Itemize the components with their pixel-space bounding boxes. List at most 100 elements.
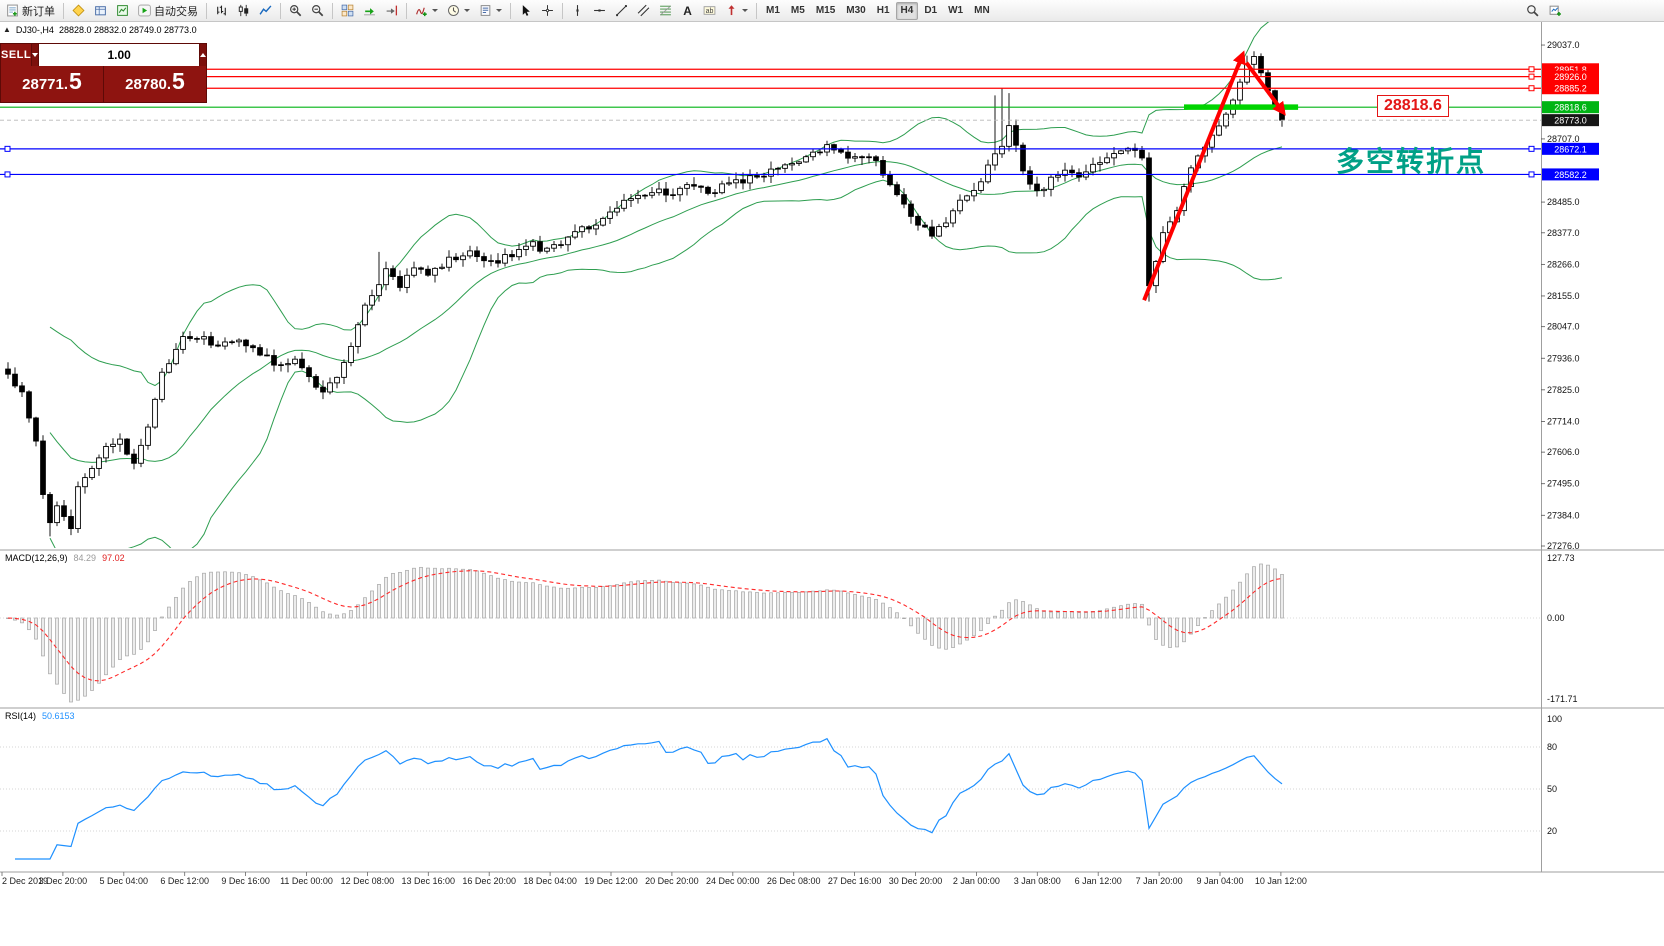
bollinger-middle-band — [49, 146, 1283, 463]
add-chart-button[interactable] — [1545, 1, 1566, 21]
candlestick-chart-button[interactable] — [233, 1, 254, 21]
crosshair-icon — [541, 4, 554, 17]
cursor-button[interactable] — [515, 1, 536, 21]
trend-arrow-object[interactable] — [1142, 50, 1246, 301]
price-axis-label: 27606.0 — [1547, 447, 1580, 457]
fibonacci-button[interactable] — [655, 1, 676, 21]
line-handle[interactable] — [1528, 66, 1535, 73]
bar-chart-button[interactable] — [211, 1, 232, 21]
indicators-button[interactable] — [411, 1, 442, 21]
line-chart-button[interactable] — [255, 1, 276, 21]
zoom-out-icon — [311, 4, 324, 17]
buy-button[interactable]: BUY — [207, 49, 232, 61]
time-axis-label: 9 Jan 04:00 — [1196, 876, 1243, 886]
chart-shift-button[interactable] — [381, 1, 402, 21]
auto-scroll-button[interactable] — [359, 1, 380, 21]
periods-button[interactable] — [443, 1, 474, 21]
timeframe-h4-button[interactable]: H4 — [895, 1, 919, 20]
trendline-button[interactable] — [611, 1, 632, 21]
time-axis-label: 9 Dec 16:00 — [221, 876, 270, 886]
price-axis[interactable]: 29037.0 28707.0 28485.0 28377.0 28266.0 28155… — [1541, 40, 1599, 836]
sell-price[interactable]: 28771. 5 — [1, 66, 103, 102]
timeframe-m1-button[interactable]: M1 — [766, 5, 780, 16]
main-chart-panel[interactable] — [0, 16, 1541, 576]
rsi-panel[interactable] — [0, 737, 1541, 860]
sell-button[interactable]: SELL — [1, 49, 32, 61]
line-handle[interactable] — [1528, 73, 1535, 80]
text-button[interactable]: A — [677, 1, 698, 21]
time-axis-label: 3 Dec 20:00 — [39, 876, 88, 886]
zoom-out-button[interactable] — [307, 1, 328, 21]
data-window-icon — [94, 4, 107, 17]
line-handle[interactable] — [1528, 171, 1535, 178]
text-label-icon: ab — [703, 4, 716, 17]
price-axis-label: 27384.0 — [1547, 510, 1580, 520]
trend-arrow-object[interactable] — [1244, 61, 1286, 116]
price-axis-label: 27936.0 — [1547, 353, 1580, 363]
sell-price-main: 28771. — [22, 76, 69, 93]
new-order-label: 新订单 — [22, 5, 55, 18]
time-axis-label: 2 Jan 00:00 — [953, 876, 1000, 886]
timeframe-m5-button[interactable]: M5 — [790, 5, 805, 16]
macd-indicator-label: MACD(12,26,9) 84.29 97.02 — [5, 553, 125, 563]
indicators-caret-icon — [432, 9, 438, 12]
volume-increase-button[interactable] — [199, 44, 208, 66]
line-handle[interactable] — [1528, 145, 1535, 152]
search-button[interactable] — [1522, 1, 1543, 21]
text-icon: A — [681, 4, 694, 17]
metaeditor-button[interactable] — [68, 1, 89, 21]
buy-price[interactable]: 28780. 5 — [104, 66, 206, 102]
data-window-button[interactable] — [90, 1, 111, 21]
volume-decrease-button[interactable] — [31, 44, 40, 66]
timeframe-m15-button[interactable]: M15 — [815, 5, 836, 16]
timeframe-w1-button[interactable]: W1 — [948, 5, 964, 16]
time-axis-label: 27 Dec 16:00 — [828, 876, 882, 886]
horizontal-line-button[interactable] — [589, 1, 610, 21]
new-order-button[interactable]: 新订单 — [2, 1, 59, 21]
market-watch-button[interactable] — [112, 1, 133, 21]
timeframe-h1-button[interactable]: H1 — [876, 5, 890, 16]
line-handle[interactable] — [4, 171, 11, 178]
vertical-line-button[interactable] — [567, 1, 588, 21]
tile-windows-button[interactable] — [337, 1, 358, 21]
time-axis-label: 10 Jan 12:00 — [1255, 876, 1307, 886]
line-handle[interactable] — [4, 145, 11, 152]
line-handle[interactable] — [1528, 85, 1535, 92]
templates-icon — [479, 4, 492, 17]
time-axis-label: 5 Dec 04:00 — [100, 876, 149, 886]
crosshair-button[interactable] — [537, 1, 558, 21]
one-click-collapse-icon[interactable]: ▲ — [3, 25, 11, 34]
turning-point-text[interactable]: 多空转折点 — [1336, 146, 1487, 177]
equidistant-channel-button[interactable] — [633, 1, 654, 21]
svg-text:28926.0: 28926.0 — [1554, 72, 1587, 82]
rsi-indicator-label: RSI(14) 50.6153 — [5, 711, 75, 721]
macd-panel[interactable] — [0, 563, 1541, 703]
zoom-in-button[interactable] — [285, 1, 306, 21]
price-tag[interactable]: 28818.6 — [1377, 95, 1449, 117]
rsi-axis-label: 50 — [1547, 784, 1557, 794]
time-axis-label: 30 Dec 20:00 — [889, 876, 943, 886]
trendline-icon — [615, 4, 628, 17]
arrows-button[interactable] — [721, 1, 752, 21]
timeframe-mn-button[interactable]: MN — [974, 5, 990, 16]
new-order-icon — [6, 4, 19, 17]
time-axis-label: 3 Jan 08:00 — [1014, 876, 1061, 886]
price-axis-label: 28047.0 — [1547, 322, 1580, 332]
toolbar-separator — [63, 2, 64, 19]
line-chart-icon — [259, 4, 272, 17]
cursor-icon — [519, 4, 532, 17]
time-axis-label: 11 Dec 00:00 — [280, 876, 333, 886]
time-axis-label: 7 Jan 20:00 — [1136, 876, 1183, 886]
auto-trading-button[interactable]: 自动交易 — [134, 1, 202, 21]
macd-signal-value: 97.02 — [102, 553, 125, 563]
text-label-button[interactable]: ab — [699, 1, 720, 21]
timeframe-d1-button[interactable]: D1 — [924, 5, 938, 16]
time-axis-label: 2 Dec 2019 — [2, 876, 48, 886]
templates-button[interactable] — [475, 1, 506, 21]
volume-input[interactable] — [39, 44, 200, 66]
periods-icon — [447, 4, 460, 17]
price-axis-label: 27495.0 — [1547, 479, 1580, 489]
timeframe-m30-button[interactable]: M30 — [846, 5, 866, 16]
